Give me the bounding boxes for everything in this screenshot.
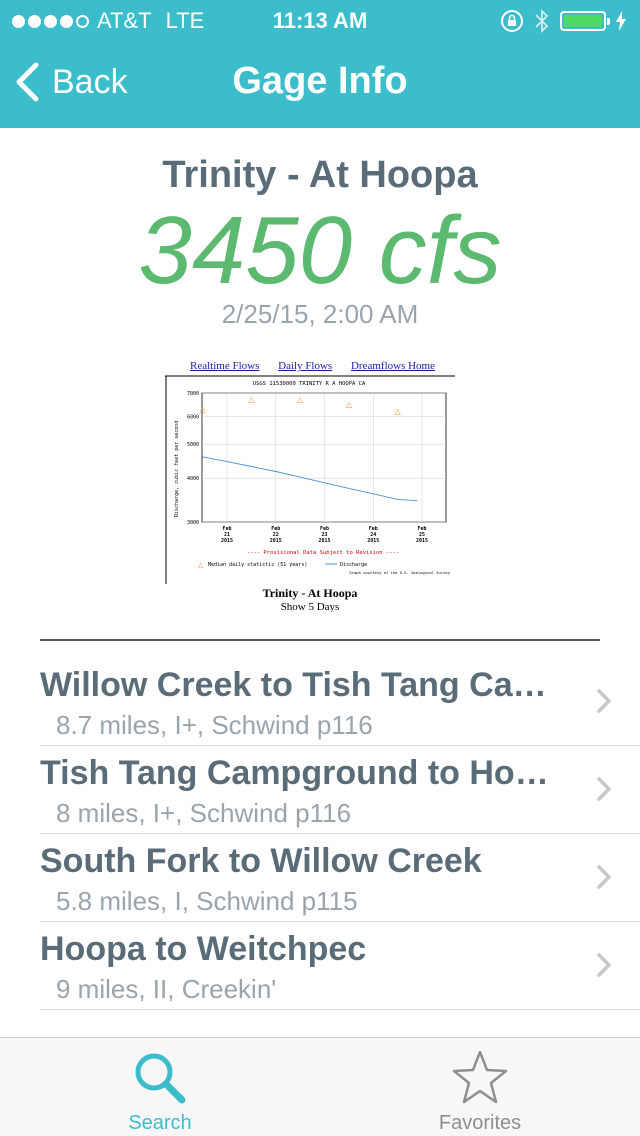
signal-strength-icon xyxy=(12,14,89,28)
usgs-graph: Realtime Flows Daily Flows Dreamflows Ho… xyxy=(165,356,455,612)
list-item[interactable]: Tish Tang Campground to Ho… 8 miles, I+,… xyxy=(40,746,640,834)
daily-flows-link[interactable]: Daily Flows xyxy=(278,360,333,372)
run-title: Willow Creek to Tish Tang Ca… xyxy=(40,666,547,704)
status-right xyxy=(500,8,626,34)
legend-discharge: Discharge xyxy=(340,562,367,568)
reading-timestamp: 2/25/15, 2:00 AM xyxy=(221,299,419,329)
rotation-lock-icon xyxy=(501,10,523,32)
chevron-right-icon xyxy=(597,777,611,801)
x-tick-label: 22 xyxy=(273,532,279,538)
chart-title: USGS 11530000 TRINITY R A HOOPA CA xyxy=(253,381,366,387)
run-details: 5.8 miles, I, Schwind p115 xyxy=(56,886,358,916)
median-marker: △ xyxy=(395,407,402,416)
star-icon xyxy=(452,1050,508,1104)
run-details: 8.7 miles, I+, Schwind p116 xyxy=(56,710,373,740)
run-title: Hoopa to Weitchpec xyxy=(40,930,367,968)
flow-reading: 3450 cfs xyxy=(138,197,502,304)
median-marker: △ xyxy=(346,400,353,409)
list-item[interactable]: Hoopa to Weitchpec 9 miles, II, Creekin' xyxy=(40,922,640,1010)
back-button[interactable]: Back xyxy=(14,62,128,102)
tab-favorites-label: Favorites xyxy=(438,1112,522,1134)
x-tick-label: Feb xyxy=(320,526,329,532)
chevron-right-icon xyxy=(597,953,611,977)
legend-median: Median daily statistic (51 years) xyxy=(208,562,307,568)
tab-search[interactable]: Search xyxy=(0,1038,320,1136)
y-axis-ticks: 7000 6000 5000 4000 3000 xyxy=(187,391,199,526)
list-item[interactable]: Willow Creek to Tish Tang Ca… 8.7 miles,… xyxy=(40,658,640,746)
chart-grid xyxy=(202,392,446,523)
y-axis-label: Discharge, cubic feet per second xyxy=(174,421,180,517)
chevron-right-icon xyxy=(597,689,611,713)
x-tick-label: 2015 xyxy=(318,538,330,544)
status-time: 11:13 AM xyxy=(272,8,368,33)
x-tick-label: 2015 xyxy=(270,538,282,544)
chevron-right-icon xyxy=(597,865,611,889)
y-tick-label: 6000 xyxy=(187,414,199,420)
tab-favorites[interactable]: Favorites xyxy=(320,1038,640,1136)
show-5-days-link[interactable]: Show 5 Days xyxy=(280,601,340,612)
river-name: Trinity - At Hoopa xyxy=(162,154,478,196)
gage-summary: Trinity - At Hoopa 3450 cfs 2/25/15, 2:0… xyxy=(0,128,640,330)
chevron-left-icon xyxy=(16,62,39,102)
run-details: 9 miles, II, Creekin' xyxy=(56,974,277,1004)
median-marker: △ xyxy=(297,395,304,404)
run-title: South Fork to Willow Creek xyxy=(40,842,482,880)
y-tick-label: 3000 xyxy=(187,520,199,526)
run-title: Tish Tang Campground to Ho… xyxy=(40,754,549,792)
graph-credit: Graph courtesy of the U.S. Geological Su… xyxy=(349,570,450,575)
x-axis-ticks: Feb212015Feb222015Feb232015Feb242015Feb2… xyxy=(221,526,428,544)
discharge-chart: USGS 11530000 TRINITY R A HOOPA CA 7000 6… xyxy=(165,375,455,584)
list-item[interactable]: South Fork to Willow Creek 5.8 miles, I,… xyxy=(40,834,640,922)
y-tick-label: 7000 xyxy=(187,391,199,397)
carrier-label: AT&T xyxy=(97,8,152,33)
search-icon xyxy=(135,1053,186,1104)
chart-marks: △ △ △ △ △ xyxy=(200,395,418,502)
x-tick-label: 21 xyxy=(224,532,230,538)
bluetooth-icon xyxy=(535,8,549,34)
graph-links: Realtime Flows Daily Flows Dreamflows Ho… xyxy=(165,356,455,372)
y-tick-label: 5000 xyxy=(187,442,199,448)
status-left: AT&T LTE xyxy=(12,8,204,34)
graph-caption: Trinity - At Hoopa xyxy=(262,586,358,600)
x-tick-label: 2015 xyxy=(221,538,233,544)
tab-search-label: Search xyxy=(128,1112,192,1134)
run-list: Willow Creek to Tish Tang Ca… 8.7 miles,… xyxy=(0,658,640,1010)
back-label: Back xyxy=(52,62,128,101)
charging-icon xyxy=(616,11,626,31)
x-tick-label: 24 xyxy=(370,532,376,538)
section-divider xyxy=(40,639,600,641)
x-tick-label: Feb xyxy=(271,526,280,532)
run-details: 8 miles, I+, Schwind p116 xyxy=(56,798,352,828)
x-tick-label: 25 xyxy=(419,532,425,538)
provisional-note: ---- Provisional Data Subject to Revisio… xyxy=(247,550,399,556)
navigation-bar: Back Gage Info xyxy=(0,40,640,128)
page-title: Gage Info xyxy=(232,60,408,102)
y-tick-label: 4000 xyxy=(187,476,199,482)
x-tick-label: Feb xyxy=(222,526,231,532)
x-tick-label: 23 xyxy=(321,532,327,538)
legend-median-marker: △ xyxy=(198,562,204,569)
x-tick-label: Feb xyxy=(417,526,426,532)
dreamflows-home-link[interactable]: Dreamflows Home xyxy=(350,360,435,372)
x-tick-label: 2015 xyxy=(416,538,428,544)
status-bar: AT&T LTE 11:13 AM xyxy=(0,6,640,36)
network-label: LTE xyxy=(165,8,205,33)
top-bar: AT&T LTE 11:13 AM Back Gage Info xyxy=(0,0,640,128)
median-marker: △ xyxy=(200,405,207,414)
median-marker: △ xyxy=(248,395,255,404)
x-tick-label: Feb xyxy=(369,526,378,532)
tab-bar: Search Favorites xyxy=(0,1037,640,1136)
discharge-line xyxy=(202,456,418,502)
x-tick-label: 2015 xyxy=(367,538,379,544)
battery-icon xyxy=(560,11,610,31)
battery-level xyxy=(564,15,602,27)
realtime-flows-link[interactable]: Realtime Flows xyxy=(190,360,260,372)
